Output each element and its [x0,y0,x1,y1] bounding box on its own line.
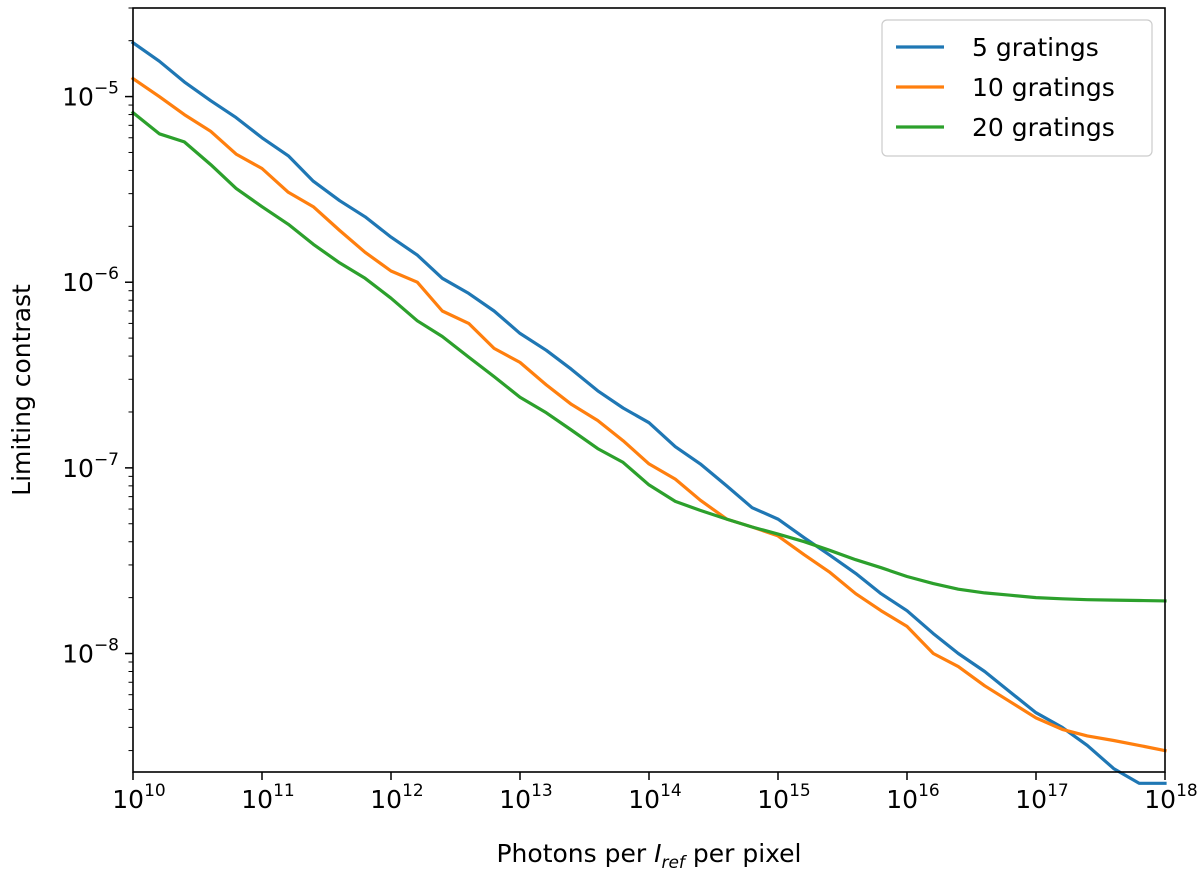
x-tick-label: 1010 [112,781,165,814]
y-tick-label: 10−6 [62,264,119,297]
x-tick-label: 1012 [370,781,423,814]
x-tick-label: 1011 [241,781,294,814]
series-line-2 [130,76,1167,753]
legend-label-3: 20 gratings [972,113,1115,142]
x-tick-labels: 1010 1011 1012 1013 1014 1015 1016 1017 1018 [112,781,1197,814]
legend-label-1: 5 gratings [972,33,1099,62]
x-axis-label-symbol: I [654,839,661,868]
y-tick-label: 10−7 [62,450,119,483]
x-axis-label-prefix: Photons per [496,839,654,868]
x-tick-label: 1015 [757,781,810,814]
series-layer [130,40,1167,785]
x-axis-label: Photons per Iref per pixel [496,839,801,873]
y-tick-label: 10−5 [62,79,119,112]
x-tick-label: 1018 [1144,781,1197,814]
legend-label-2: 10 gratings [972,73,1115,102]
x-axis-label-subscript: ref [661,853,687,873]
x-tick-label: 1013 [499,781,552,814]
major-ticks [125,95,1166,780]
x-tick-label: 1016 [886,781,939,814]
plot-frame [132,7,1166,773]
series-line-1 [130,40,1167,785]
y-tick-label: 10−8 [62,636,119,669]
x-axis-label-suffix: per pixel [685,839,802,868]
y-axis-label: Limiting contrast [7,284,36,496]
legend-box [881,19,1153,157]
x-tick-label: 1017 [1015,781,1068,814]
y-tick-labels: 10−5 10−6 10−7 10−8 [62,79,119,669]
x-tick-label: 1014 [628,781,681,814]
legend: 5 gratings 10 gratings 20 gratings [881,19,1153,157]
series-line-3 [130,110,1167,603]
